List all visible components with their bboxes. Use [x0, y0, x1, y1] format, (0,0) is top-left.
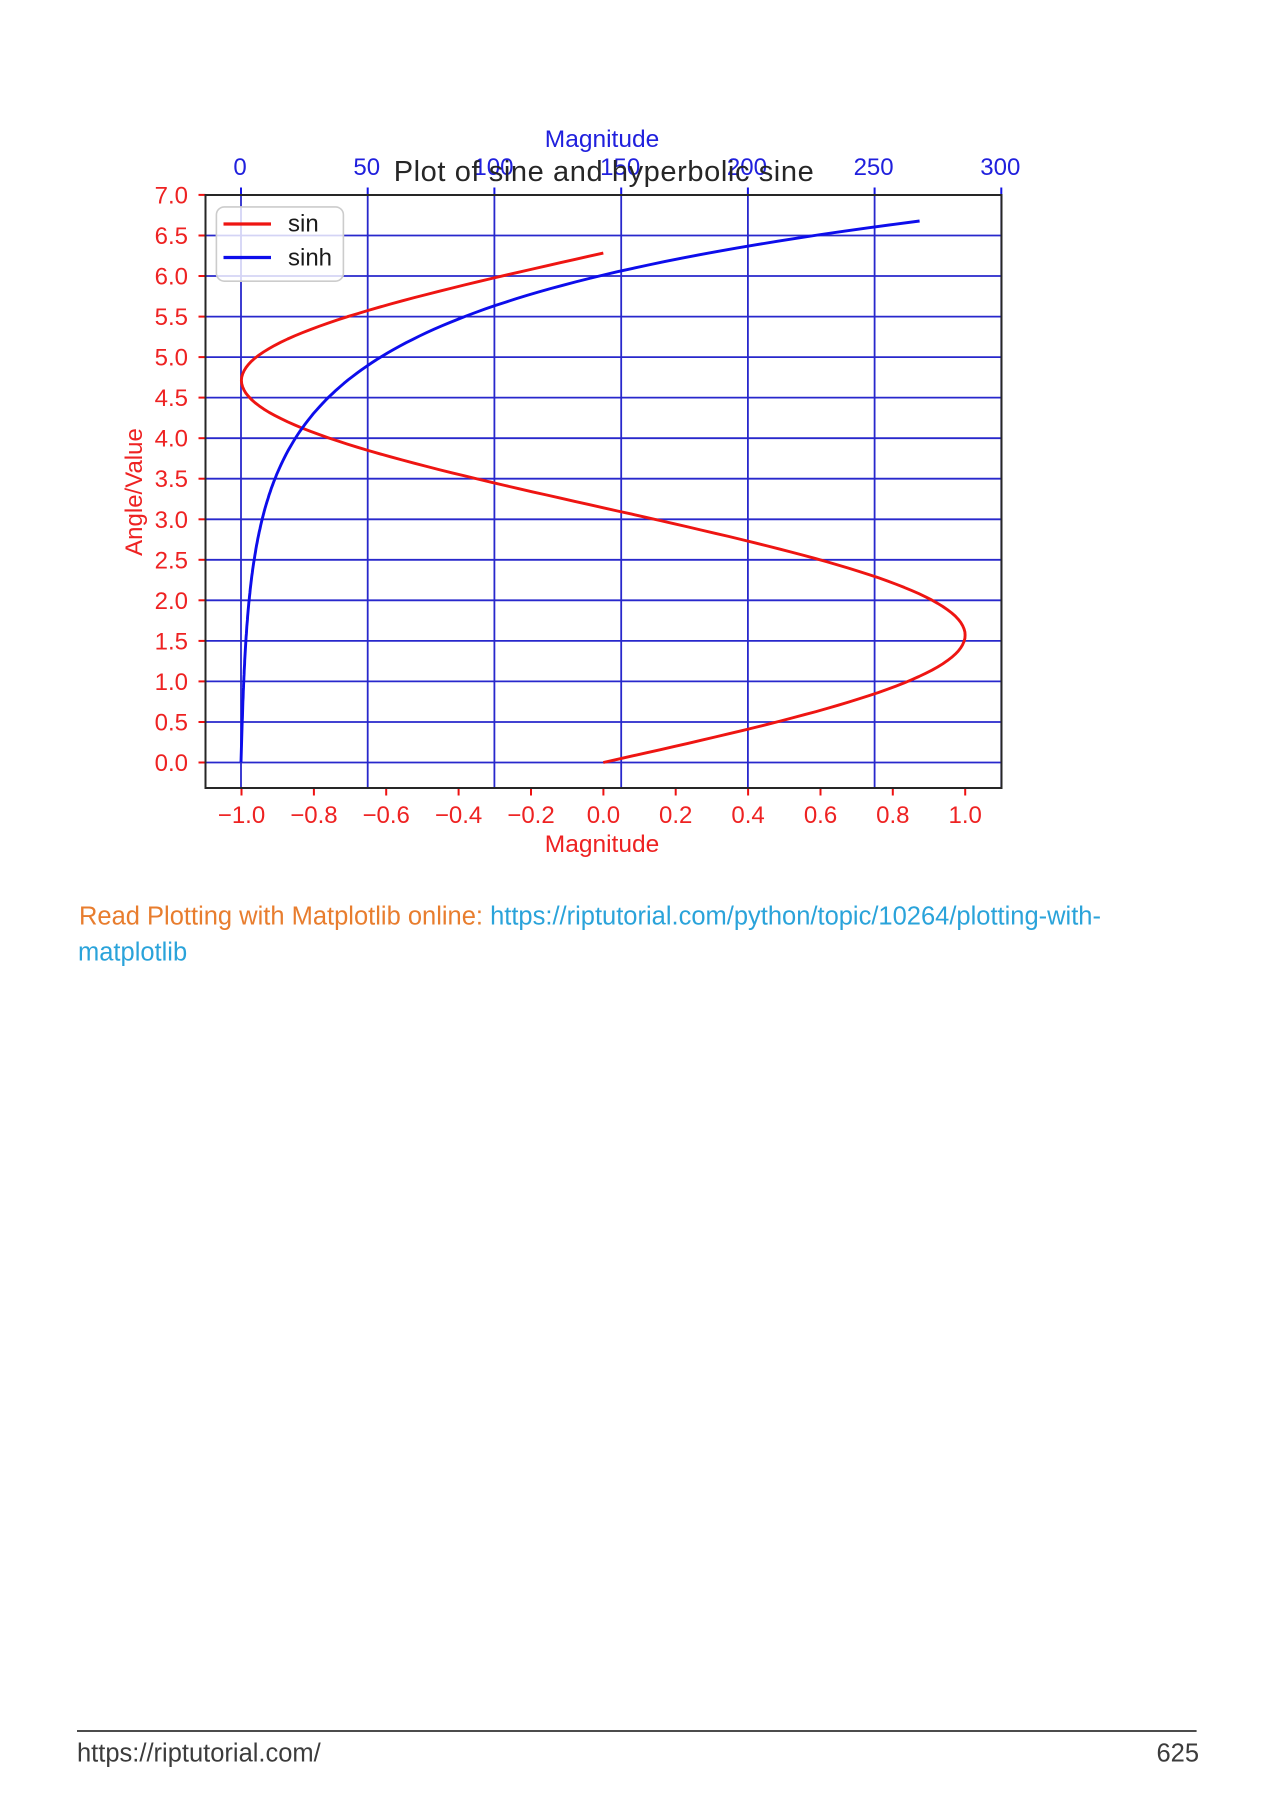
svg-text:0.5: 0.5 — [155, 710, 188, 737]
svg-text:1.0: 1.0 — [949, 802, 982, 829]
svg-text:0.2: 0.2 — [659, 802, 692, 829]
svg-text:1.5: 1.5 — [155, 628, 188, 655]
svg-text:Magnitude: Magnitude — [545, 126, 659, 153]
svg-text:1.0: 1.0 — [155, 669, 188, 696]
svg-text:0.4: 0.4 — [731, 802, 764, 829]
svg-text:4.0: 4.0 — [155, 426, 188, 453]
svg-text:0: 0 — [233, 154, 246, 181]
svg-text:−0.8: −0.8 — [290, 802, 337, 829]
svg-text:2.5: 2.5 — [155, 547, 188, 574]
svg-text:50: 50 — [353, 154, 380, 181]
svg-text:https://riptutorial.com/: https://riptutorial.com/ — [77, 1740, 322, 1768]
svg-text:5.5: 5.5 — [155, 304, 188, 331]
svg-text:150: 150 — [600, 154, 640, 181]
svg-text:3.0: 3.0 — [155, 507, 188, 534]
svg-text:Plot of sine and hyperbolic si: Plot of sine and hyperbolic sine — [394, 156, 815, 188]
svg-text:625: 625 — [1156, 1740, 1199, 1768]
svg-text:0.8: 0.8 — [876, 802, 909, 829]
svg-text:200: 200 — [727, 154, 767, 181]
svg-text:3.5: 3.5 — [155, 466, 188, 493]
svg-text:Angle/Value: Angle/Value — [121, 428, 148, 556]
svg-text:7.0: 7.0 — [155, 182, 188, 209]
svg-text:300: 300 — [980, 154, 1020, 181]
svg-text:−1.0: −1.0 — [218, 802, 265, 829]
svg-text:6.5: 6.5 — [155, 223, 188, 250]
svg-text:4.5: 4.5 — [155, 385, 188, 412]
svg-text:matplotlib: matplotlib — [78, 939, 187, 967]
svg-text:2.0: 2.0 — [155, 588, 188, 615]
svg-text:Read Plotting with Matplotlib: Read Plotting with Matplotlib online: ht… — [79, 903, 1101, 931]
svg-text:Magnitude: Magnitude — [545, 831, 659, 858]
svg-text:6.0: 6.0 — [155, 264, 188, 291]
svg-text:250: 250 — [854, 154, 894, 181]
svg-text:0.6: 0.6 — [804, 802, 837, 829]
svg-text:−0.2: −0.2 — [507, 802, 554, 829]
svg-text:sinh: sinh — [288, 245, 332, 272]
svg-text:100: 100 — [473, 154, 513, 181]
svg-text:5.0: 5.0 — [155, 345, 188, 372]
svg-text:0.0: 0.0 — [155, 750, 188, 777]
svg-text:−0.6: −0.6 — [363, 802, 410, 829]
svg-text:−0.4: −0.4 — [435, 802, 482, 829]
svg-text:0.0: 0.0 — [587, 802, 620, 829]
svg-text:sin: sin — [288, 211, 319, 238]
